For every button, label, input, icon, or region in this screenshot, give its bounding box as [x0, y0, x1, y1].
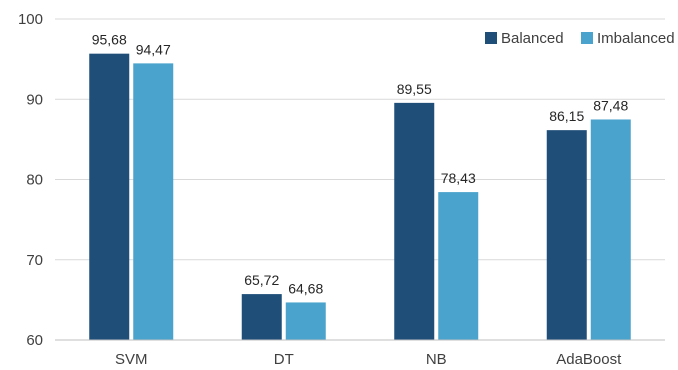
- bar-imbalanced-adaboost: [590, 119, 631, 341]
- y-tick-label: 80: [26, 172, 43, 189]
- bar-balanced-adaboost: [546, 130, 587, 340]
- x-tick-label: SVM: [115, 351, 148, 368]
- bar-balanced-svm: [89, 53, 130, 340]
- data-label: 64,68: [288, 280, 323, 296]
- x-tick-label: AdaBoost: [556, 351, 622, 368]
- bar-balanced-nb: [394, 102, 435, 340]
- data-label: 87,48: [593, 97, 628, 113]
- data-label: 94,47: [136, 41, 171, 57]
- bar-balanced-dt: [241, 294, 282, 340]
- y-tick-label: 70: [26, 252, 43, 269]
- legend-label: Balanced: [501, 30, 564, 47]
- bar-imbalanced-dt: [285, 302, 326, 340]
- data-label: 78,43: [441, 170, 476, 186]
- y-tick-label: 100: [18, 11, 43, 28]
- data-labels: 95,68 94,47 65,72 64,68 89,55 78,43 86,15 87,48: [92, 32, 629, 297]
- data-label: 89,55: [397, 81, 432, 97]
- y-axis-ticks: 60 70 80 90 100: [18, 11, 43, 349]
- x-axis-categories: SVM DT NB AdaBoost: [115, 351, 622, 368]
- legend: Balanced Imbalanced: [485, 30, 675, 47]
- legend-swatch-imbalanced: [581, 32, 593, 44]
- x-tick-label: NB: [426, 351, 447, 368]
- x-tick-label: DT: [274, 351, 294, 368]
- y-tick-label: 90: [26, 91, 43, 108]
- bars: [89, 53, 631, 341]
- data-label: 95,68: [92, 32, 127, 48]
- data-label: 86,15: [549, 108, 584, 124]
- bar-imbalanced-svm: [133, 63, 174, 341]
- data-label: 65,72: [244, 272, 279, 288]
- legend-swatch-balanced: [485, 32, 497, 44]
- legend-label: Imbalanced: [597, 30, 675, 47]
- y-tick-label: 60: [26, 332, 43, 349]
- bar-imbalanced-nb: [438, 192, 479, 340]
